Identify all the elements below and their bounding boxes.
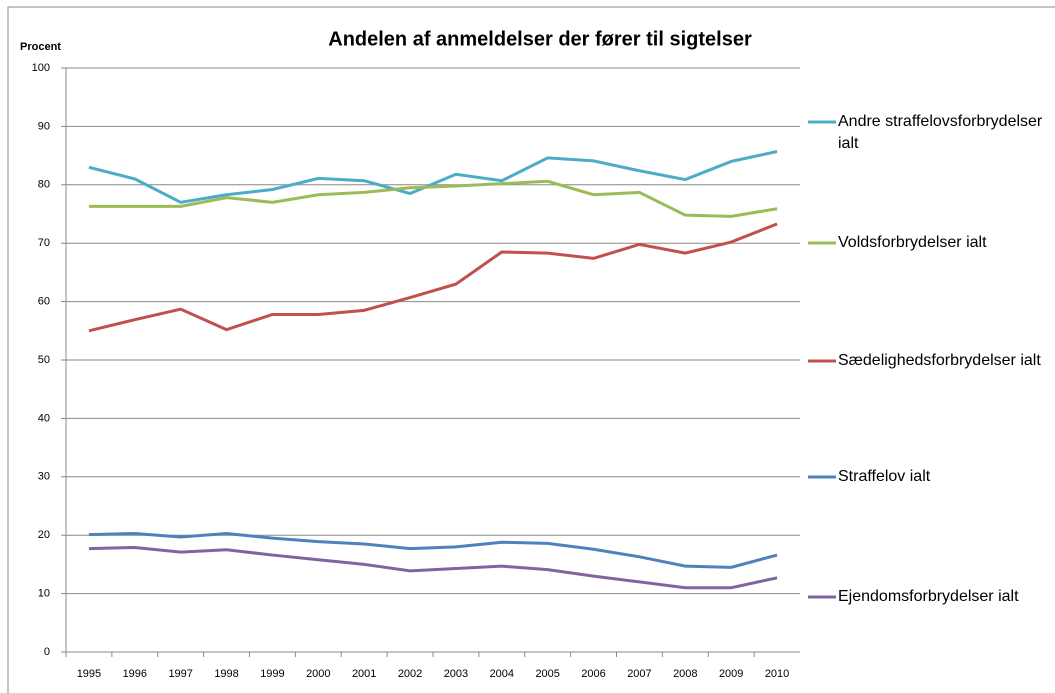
line-series xyxy=(88,150,778,204)
y-tick-label: 0 xyxy=(44,646,50,658)
x-tick-label: 2002 xyxy=(398,668,422,680)
chart-border xyxy=(7,6,1055,693)
x-tick-label: 2001 xyxy=(352,668,376,680)
y-tick-label: 40 xyxy=(38,412,50,424)
x-tick-label: 1996 xyxy=(123,668,147,680)
y-tick-label: 10 xyxy=(38,588,50,600)
x-tick-label: 2007 xyxy=(627,668,651,680)
y-axis-label: Procent xyxy=(20,41,61,53)
x-tick-label: 2004 xyxy=(490,668,514,680)
x-tick-label: 1999 xyxy=(260,668,284,680)
legend-label: Sædelighedsforbrydelser ialt xyxy=(838,352,1041,369)
x-tick-label: 1997 xyxy=(168,668,192,680)
x-tick-label: 2006 xyxy=(581,668,605,680)
legend-label: Straffelov ialt xyxy=(838,468,931,485)
y-tick-label: 50 xyxy=(38,354,50,366)
y-tick-label: 70 xyxy=(38,237,50,249)
x-tick-label: 2003 xyxy=(444,668,468,680)
y-tick-label: 90 xyxy=(38,120,50,132)
y-tick-label: 80 xyxy=(38,179,50,191)
line-series xyxy=(88,222,778,333)
legend-label: Voldsforbrydelser ialt xyxy=(838,234,987,251)
x-tick-label: 2008 xyxy=(673,668,697,680)
x-tick-label: 1995 xyxy=(77,668,101,680)
legend-label: Ejendomsforbrydelser ialt xyxy=(838,588,1019,605)
x-tick-label: 2005 xyxy=(535,668,559,680)
y-tick-label: 20 xyxy=(38,529,50,541)
y-tick-label: 100 xyxy=(32,62,50,74)
x-tick-label: 1998 xyxy=(214,668,238,680)
y-tick-label: 30 xyxy=(38,471,50,483)
chart-title: Andelen af anmeldelser der fører til sig… xyxy=(328,28,752,50)
x-tick-label: 2010 xyxy=(765,668,789,680)
x-tick-label: 2009 xyxy=(719,668,743,680)
x-tick-label: 2000 xyxy=(306,668,330,680)
line-series xyxy=(88,179,778,218)
legend-label: Andre straffelovsforbrydelser ialt xyxy=(838,113,1043,152)
y-tick-label: 60 xyxy=(38,296,50,308)
line-series xyxy=(88,531,778,569)
line-series xyxy=(88,545,778,590)
